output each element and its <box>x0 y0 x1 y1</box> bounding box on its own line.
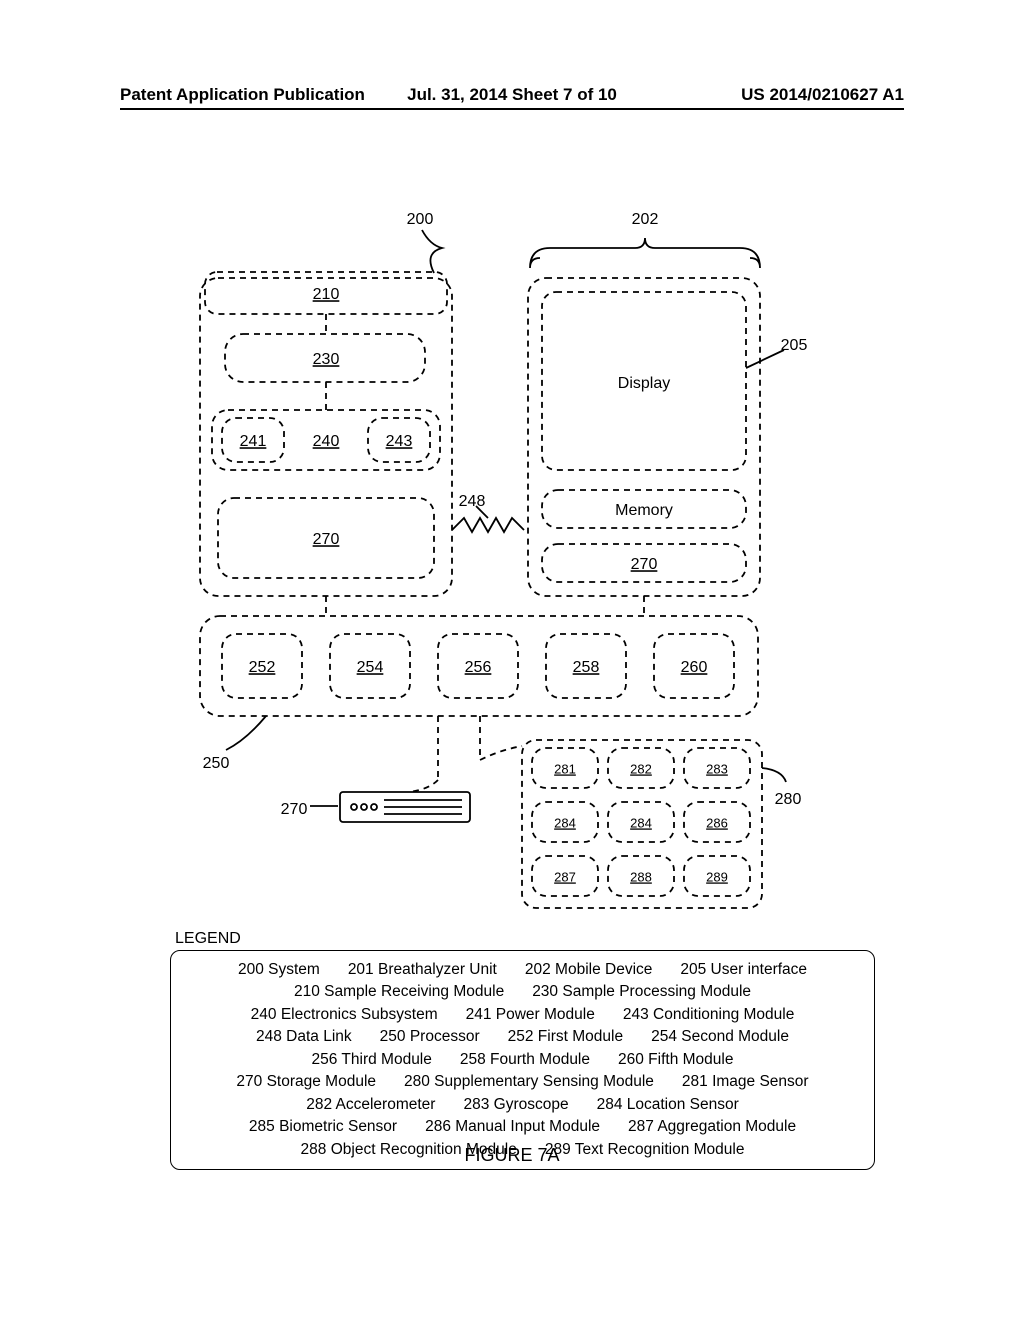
legend-item: 243 Conditioning Module <box>623 1006 794 1023</box>
label-254: 254 <box>357 659 384 676</box>
callout-248: 248 <box>459 493 486 510</box>
label-270-right: 270 <box>631 556 658 573</box>
conn-proc-sensing <box>480 746 522 760</box>
legend-item: 285 Biometric Sensor <box>249 1118 397 1135</box>
legend-item: 248 Data Link <box>256 1028 352 1045</box>
legend-item: 250 Processor <box>380 1028 480 1045</box>
legend-item: 205 User interface <box>680 961 807 978</box>
label-258: 258 <box>573 659 600 676</box>
header-left: Patent Application Publication <box>120 85 365 105</box>
label-288: 288 <box>630 869 652 884</box>
legend-item: 258 Fourth Module <box>460 1051 590 1068</box>
header-center: Jul. 31, 2014 Sheet 7 of 10 <box>407 85 617 105</box>
legend-item: 241 Power Module <box>466 1006 595 1023</box>
label-286: 286 <box>706 815 728 830</box>
legend-title: LEGEND <box>175 930 241 948</box>
label-230: 230 <box>313 351 340 368</box>
storage-icon-dot2 <box>361 804 367 810</box>
label-243: 243 <box>386 433 413 450</box>
lead-205 <box>746 350 784 368</box>
header-right: US 2014/0210627 A1 <box>741 85 904 105</box>
label-210: 210 <box>313 286 340 303</box>
legend-item: 252 First Module <box>508 1028 623 1045</box>
conn-proc-storage <box>408 780 438 792</box>
label-memory: Memory <box>615 502 673 519</box>
header-rule <box>120 108 904 110</box>
label-240: 240 <box>313 433 340 450</box>
legend-item: 240 Electronics Subsystem <box>251 1006 438 1023</box>
legend-item: 282 Accelerometer <box>306 1096 435 1113</box>
legend-item: 210 Sample Receiving Module <box>294 983 504 1000</box>
label-252: 252 <box>249 659 276 676</box>
legend-item: 254 Second Module <box>651 1028 789 1045</box>
lead-200 <box>422 230 442 273</box>
label-display: Display <box>618 375 670 392</box>
legend-item: 283 Gyroscope <box>463 1096 568 1113</box>
zigzag-248 <box>452 518 524 532</box>
label-241: 241 <box>240 433 267 450</box>
storage-icon-dot1 <box>351 804 357 810</box>
callout-205: 205 <box>781 337 808 354</box>
legend-item: 270 Storage Module <box>236 1073 376 1090</box>
callout-280: 280 <box>775 791 802 808</box>
legend-item: 286 Manual Input Module <box>425 1118 600 1135</box>
label-284b: 284 <box>630 815 652 830</box>
label-283: 283 <box>706 761 728 776</box>
callout-200: 200 <box>407 211 434 228</box>
legend-item: 260 Fifth Module <box>618 1051 733 1068</box>
legend-box: 200 System 201 Breathalyzer Unit 202 Mobil… <box>170 950 875 1170</box>
label-284a: 284 <box>554 815 576 830</box>
figure-caption: FIGURE 7A <box>0 1145 1024 1166</box>
legend-item: 201 Breathalyzer Unit <box>348 961 497 978</box>
lead-280 <box>762 768 786 782</box>
legend-item: 280 Supplementary Sensing Module <box>404 1073 654 1090</box>
storage-icon-dot3 <box>371 804 377 810</box>
legend-item: 287 Aggregation Module <box>628 1118 796 1135</box>
page: Patent Application Publication Jul. 31, … <box>0 0 1024 1320</box>
label-287: 287 <box>554 869 576 884</box>
label-282: 282 <box>630 761 652 776</box>
label-256: 256 <box>465 659 492 676</box>
label-281: 281 <box>554 761 576 776</box>
brace-202 <box>530 238 760 268</box>
callout-202: 202 <box>632 211 659 228</box>
legend-item: 200 System <box>238 961 320 978</box>
label-270-left: 270 <box>313 531 340 548</box>
figure-diagram: .d { fill:none; stroke:#000; stroke-widt… <box>170 200 870 930</box>
legend-item: 202 Mobile Device <box>525 961 653 978</box>
lead-250 <box>226 716 266 750</box>
mobile-device-box <box>528 278 760 596</box>
legend-item: 284 Location Sensor <box>597 1096 739 1113</box>
label-260: 260 <box>681 659 708 676</box>
callout-270: 270 <box>281 801 308 818</box>
legend-item: 230 Sample Processing Module <box>532 983 751 1000</box>
legend-item: 256 Third Module <box>312 1051 432 1068</box>
label-289: 289 <box>706 869 728 884</box>
callout-250: 250 <box>203 755 230 772</box>
legend-item: 281 Image Sensor <box>682 1073 809 1090</box>
